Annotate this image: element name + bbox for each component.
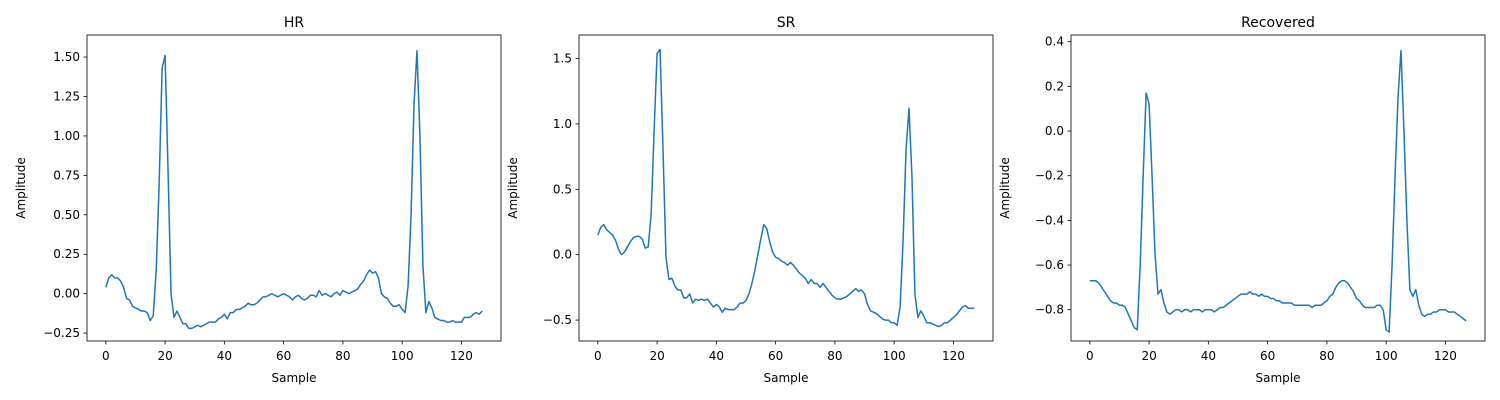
- subplot-title: HR: [284, 15, 305, 31]
- x-tick-label: 0: [594, 349, 602, 363]
- y-tick-label: 0.25: [53, 247, 80, 261]
- x-tick-label: 100: [391, 349, 414, 363]
- subplot-title: SR: [777, 15, 796, 31]
- y-tick-label: 1.5: [553, 52, 572, 66]
- signal-line: [105, 50, 483, 330]
- x-tick-label: 60: [276, 349, 291, 363]
- y-axis-label: Amplitude: [998, 157, 1012, 219]
- x-axis-label: Sample: [272, 371, 317, 385]
- x-tick-label: 80: [335, 349, 350, 363]
- x-tick-label: 0: [1086, 349, 1094, 363]
- x-tick-label: 120: [450, 349, 473, 363]
- y-tick-label: 0.0: [1045, 124, 1064, 138]
- y-axis-label: Amplitude: [14, 157, 28, 219]
- axes-frame: [86, 34, 502, 342]
- y-tick-label: 1.00: [53, 129, 80, 143]
- y-axis-label: Amplitude: [506, 157, 520, 219]
- x-tick-label: 60: [1260, 349, 1275, 363]
- y-tick-label: 1.0: [553, 117, 572, 131]
- y-tick-label: −0.4: [1035, 213, 1064, 227]
- x-axis-label: Sample: [764, 371, 809, 385]
- y-tick-label: 0.4: [1045, 35, 1064, 49]
- subplot: SR 0 20 40 60 80 100 120 −0.5 0.0 0.5 1.0 1.5 Sample A…: [506, 15, 994, 385]
- x-tick-label: 40: [217, 349, 232, 363]
- x-tick-label: 20: [1141, 349, 1156, 363]
- x-tick-label: 40: [709, 349, 724, 363]
- x-tick-label: 20: [649, 349, 664, 363]
- axes-frame: [578, 34, 994, 342]
- y-tick-label: 0.50: [53, 208, 80, 222]
- y-tick-label: 0.5: [553, 182, 572, 196]
- x-tick-label: 120: [942, 349, 965, 363]
- axes-frame: [1070, 34, 1486, 342]
- y-tick-label: 0.0: [553, 248, 572, 262]
- subplot: HR 0 20 40 60 80 100 120 −0.25 0.00 0.25 0.50 0.75 1.…: [14, 15, 502, 385]
- y-tick-label: −0.8: [1035, 303, 1064, 317]
- x-tick-label: 40: [1201, 349, 1216, 363]
- x-tick-label: 100: [883, 349, 906, 363]
- y-tick-label: −0.2: [1035, 169, 1064, 183]
- x-tick-label: 80: [1319, 349, 1334, 363]
- x-tick-label: 80: [827, 349, 842, 363]
- subplot-title: Recovered: [1241, 15, 1315, 31]
- y-tick-label: −0.5: [543, 313, 572, 327]
- y-tick-label: 0.2: [1045, 79, 1064, 93]
- x-axis-label: Sample: [1256, 371, 1301, 385]
- x-tick-label: 100: [1375, 349, 1398, 363]
- x-tick-label: 60: [768, 349, 783, 363]
- signal-line: [597, 48, 975, 328]
- y-tick-label: 0.75: [53, 168, 80, 182]
- x-tick-label: 120: [1434, 349, 1457, 363]
- y-tick-label: −0.25: [43, 326, 80, 340]
- x-tick-label: 0: [102, 349, 110, 363]
- y-tick-label: 1.25: [53, 90, 80, 104]
- y-tick-label: −0.6: [1035, 258, 1064, 272]
- signal-line: [1089, 49, 1467, 333]
- y-tick-label: 1.50: [53, 50, 80, 64]
- x-tick-label: 20: [157, 349, 172, 363]
- y-tick-label: 0.00: [53, 287, 80, 301]
- subplot: Recovered 0 20 40 60 80 100 120 −0.8 −0.6 −0.4 −0.2…: [998, 15, 1486, 385]
